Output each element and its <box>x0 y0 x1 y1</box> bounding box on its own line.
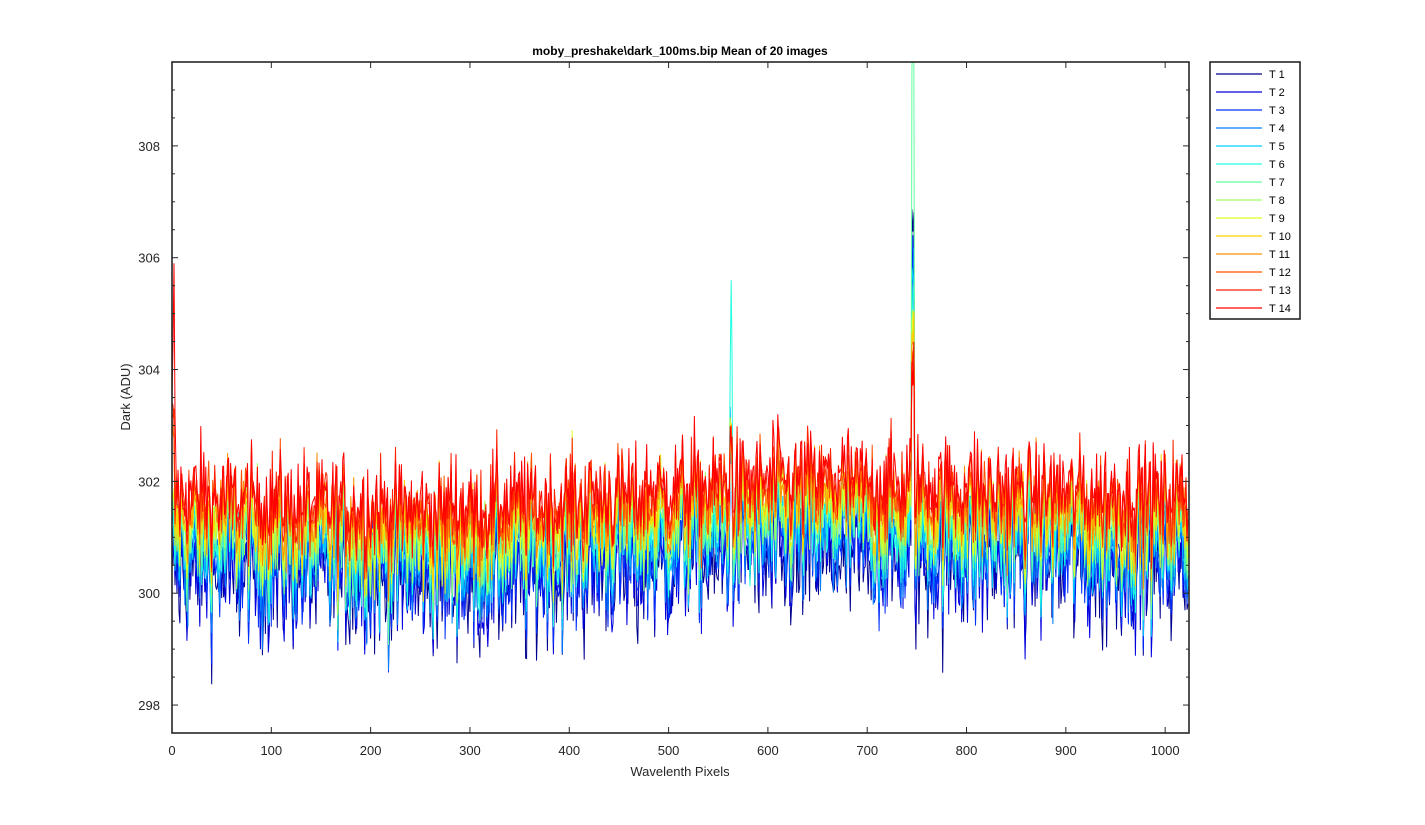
legend-label: T 8 <box>1269 195 1285 207</box>
legend-label: T 7 <box>1269 177 1285 189</box>
series-line <box>172 263 1189 568</box>
legend-label: T 14 <box>1269 303 1291 315</box>
legend-label: T 11 <box>1269 249 1290 261</box>
series-group <box>172 62 1189 685</box>
y-tick-label: 298 <box>138 698 160 713</box>
legend-label: T 6 <box>1269 159 1285 171</box>
legend-box <box>1209 61 1301 320</box>
legend[interactable]: T 1 T 2 T 3 T 4 T 5 T 6 T 7 T 8 T 9 T 10 T 11 T 12 T… <box>1209 61 1301 320</box>
x-tick-label: 400 <box>558 743 580 758</box>
y-axis-label: Dark (ADU) <box>118 363 133 430</box>
y-tick-label: 304 <box>138 363 160 378</box>
legend-label: T 12 <box>1269 267 1291 279</box>
legend-label: T 9 <box>1269 213 1285 225</box>
legend-label: T 13 <box>1269 285 1291 297</box>
x-axis: 0 100 200 300 400 500 600 700 800 900 1000 <box>168 62 1180 758</box>
legend-label: T 10 <box>1269 231 1291 243</box>
y-tick-label: 302 <box>138 474 160 489</box>
series-line <box>172 247 1189 671</box>
legend-label: T 1 <box>1269 69 1285 81</box>
legend-label: T 4 <box>1269 123 1285 135</box>
legend-label: T 2 <box>1269 87 1285 99</box>
x-tick-label: 1000 <box>1151 743 1180 758</box>
y-axis: 298 300 302 304 306 308 <box>138 89 1189 713</box>
x-tick-label: 700 <box>856 743 878 758</box>
x-axis-label: Wavelenth Pixels <box>630 764 730 779</box>
x-tick-label: 300 <box>459 743 481 758</box>
y-tick-label: 308 <box>138 139 160 154</box>
x-tick-label: 800 <box>956 743 978 758</box>
y-tick-label: 300 <box>138 586 160 601</box>
legend-label: T 3 <box>1269 105 1285 117</box>
x-tick-label: 200 <box>360 743 382 758</box>
x-tick-label: 0 <box>168 743 175 758</box>
x-tick-label: 900 <box>1055 743 1077 758</box>
legend-label: T 5 <box>1269 141 1285 153</box>
chart-title: moby_preshake\dark_100ms.bip Mean of 20 … <box>532 44 828 58</box>
x-tick-label: 500 <box>658 743 680 758</box>
y-tick-label: 306 <box>138 251 160 266</box>
x-tick-label: 600 <box>757 743 779 758</box>
x-tick-label: 100 <box>260 743 282 758</box>
